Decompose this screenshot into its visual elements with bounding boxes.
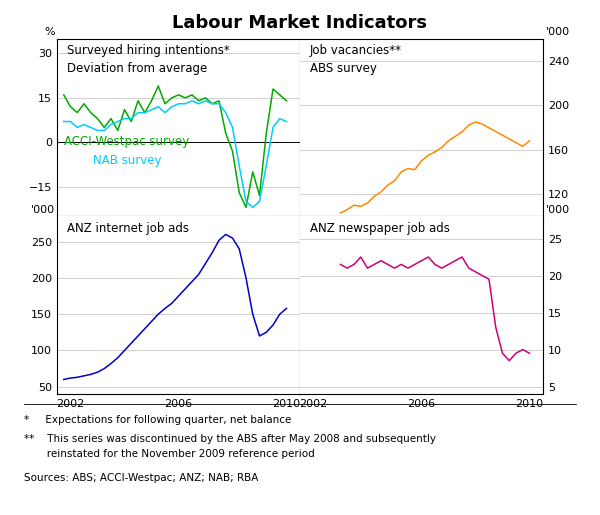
Text: %: % xyxy=(44,27,55,37)
Text: Surveyed hiring intentions*: Surveyed hiring intentions* xyxy=(67,44,229,57)
Text: '000: '000 xyxy=(545,27,569,37)
Text: ABS survey: ABS survey xyxy=(310,62,377,75)
Text: '000: '000 xyxy=(31,204,55,215)
Text: ANZ internet job ads: ANZ internet job ads xyxy=(67,221,189,235)
Text: NAB survey: NAB survey xyxy=(94,154,162,167)
Text: ACCI-Westpac survey: ACCI-Westpac survey xyxy=(64,134,190,148)
Text: Labour Market Indicators: Labour Market Indicators xyxy=(173,14,427,32)
Text: Sources: ABS; ACCI-Westpac; ANZ; NAB; RBA: Sources: ABS; ACCI-Westpac; ANZ; NAB; RB… xyxy=(24,473,259,483)
Text: ANZ newspaper job ads: ANZ newspaper job ads xyxy=(310,221,449,235)
Text: *     Expectations for following quarter, net balance: * Expectations for following quarter, ne… xyxy=(24,415,292,424)
Text: Deviation from average: Deviation from average xyxy=(67,62,207,75)
Text: reinstated for the November 2009 reference period: reinstated for the November 2009 referen… xyxy=(24,449,315,459)
Text: Job vacancies**: Job vacancies** xyxy=(310,44,402,57)
Text: '000: '000 xyxy=(545,204,569,215)
Text: **    This series was discontinued by the ABS after May 2008 and subsequently: ** This series was discontinued by the A… xyxy=(24,434,436,443)
